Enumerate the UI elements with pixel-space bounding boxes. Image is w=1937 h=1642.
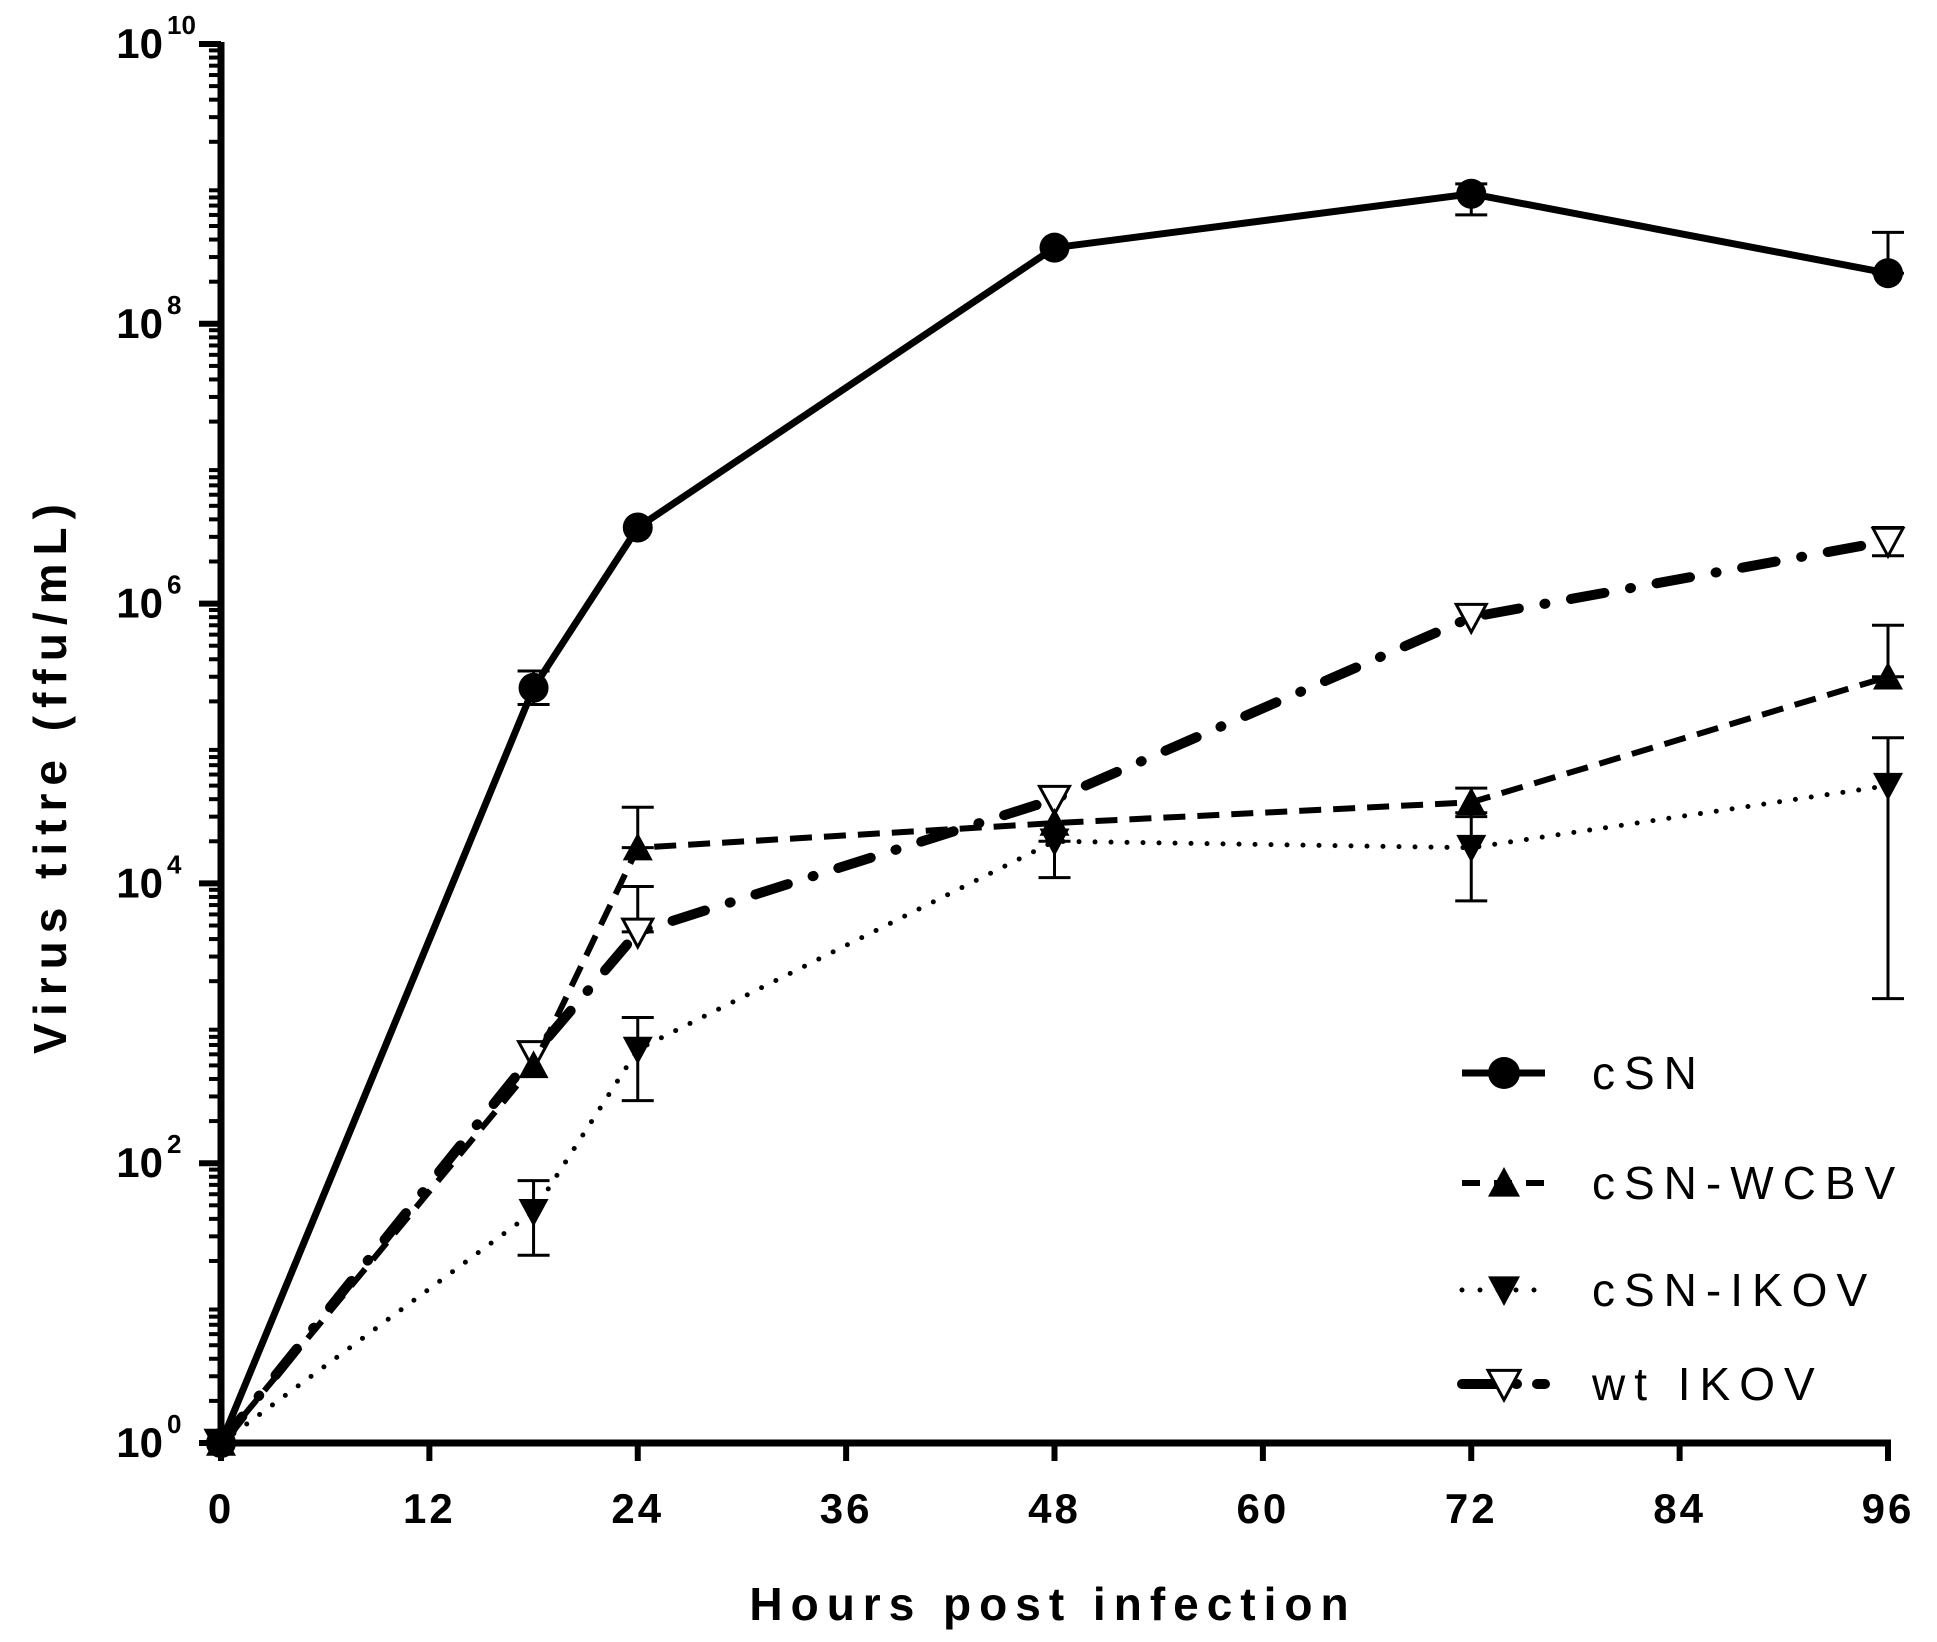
series-csn [206, 178, 1904, 1458]
data-point [622, 832, 653, 861]
y-tick-exponent: 6 [167, 570, 181, 600]
series-area [203, 178, 1906, 1462]
legend-label: cSN-IKOV [1592, 1264, 1876, 1316]
x-tick-label: 96 [1862, 1485, 1915, 1532]
legend-label: wt IKOV [1591, 1358, 1824, 1410]
y-tick-label: 10 [116, 300, 163, 347]
x-tick-label: 60 [1237, 1485, 1290, 1532]
data-point [1488, 1167, 1520, 1197]
y-tick-label: 10 [116, 1419, 163, 1466]
data-point [1485, 1368, 1523, 1404]
y-tick-exponent: 2 [167, 1129, 181, 1159]
x-tick-label: 48 [1028, 1485, 1081, 1532]
data-point [1873, 258, 1903, 289]
data-point [1873, 661, 1903, 690]
x-tick-label: 0 [208, 1485, 234, 1532]
y-tick-label: 10 [116, 859, 163, 906]
data-point [518, 672, 549, 703]
legend-item: wt IKOV [1457, 1358, 1824, 1410]
y-tick-exponent: 8 [167, 290, 181, 320]
legend-item: cSN-WCBV [1462, 1157, 1904, 1209]
x-tick-label: 24 [611, 1485, 664, 1532]
series-line [217, 190, 1889, 1445]
data-point [518, 1050, 549, 1079]
series-line [218, 673, 1889, 1445]
data-point [1036, 784, 1073, 818]
data-point [518, 1198, 549, 1227]
series-line [218, 783, 1891, 1446]
y-tick-exponent: 0 [167, 1409, 181, 1439]
data-point [206, 1428, 236, 1458]
data-point [1870, 526, 1906, 560]
data-point [1488, 1276, 1520, 1306]
x-axis-title: Hours post infection [749, 1578, 1356, 1630]
y-tick-exponent: 4 [167, 849, 182, 879]
y-tick-label: 10 [116, 580, 163, 627]
data-point [1456, 178, 1487, 209]
data-point [622, 512, 653, 543]
data-point [1873, 772, 1903, 801]
y-tick-label: 10 [116, 20, 163, 67]
legend-label: cSN-WCBV [1592, 1157, 1904, 1209]
x-tick-label: 12 [403, 1485, 456, 1532]
data-point [1456, 834, 1487, 863]
x-tick-label: 36 [820, 1485, 873, 1532]
legend: cSN cSN-WCBV cSN-IKOV wt IKOV [1457, 1047, 1904, 1410]
legend-label: cSN [1592, 1047, 1706, 1099]
data-point [620, 917, 656, 951]
data-point [1039, 232, 1070, 263]
data-point [1039, 808, 1070, 836]
data-point [1456, 787, 1487, 816]
data-point [622, 1036, 653, 1065]
data-point [1488, 1057, 1520, 1089]
y-tick-exponent: 10 [167, 10, 196, 40]
series-csn-wcbv [206, 623, 1904, 1456]
series-wt-ikov [203, 525, 1906, 1462]
series-line [216, 536, 1893, 1448]
legend-item: cSN-IKOV [1459, 1264, 1876, 1316]
y-tick-label: 10 [116, 1139, 163, 1186]
data-point [1453, 602, 1489, 636]
x-tick-label: 72 [1445, 1485, 1498, 1532]
y-axis-title: Virus titre (ffu/mL) [24, 496, 76, 1054]
x-tick-label: 84 [1653, 1485, 1706, 1532]
legend-item: cSN [1462, 1047, 1706, 1099]
